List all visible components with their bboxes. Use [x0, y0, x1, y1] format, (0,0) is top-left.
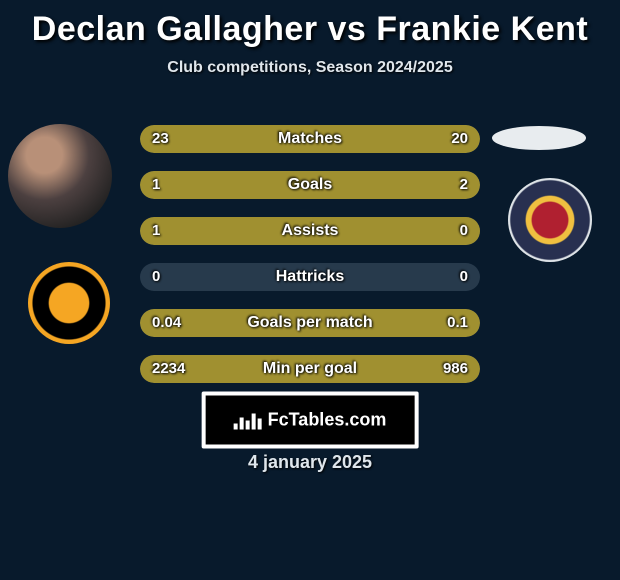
stat-label: Min per goal: [140, 355, 480, 383]
stat-label: Goals per match: [140, 309, 480, 337]
stat-row: 1Goals2: [140, 171, 480, 199]
stat-label: Goals: [140, 171, 480, 199]
stat-row: 0Hattricks0: [140, 263, 480, 291]
stat-value-right: 0.1: [447, 309, 468, 337]
subtitle: Club competitions, Season 2024/2025: [0, 59, 620, 77]
stat-row: 2234Min per goal986: [140, 355, 480, 383]
stat-label: Assists: [140, 217, 480, 245]
player1-avatar: [8, 124, 112, 228]
stat-row: 23Matches20: [140, 125, 480, 153]
player2-avatar: [492, 126, 586, 150]
stat-value-right: 2: [460, 171, 468, 199]
stat-row: 1Assists0: [140, 217, 480, 245]
chart-icon: [234, 411, 262, 429]
stat-value-right: 0: [460, 263, 468, 291]
stat-label: Matches: [140, 125, 480, 153]
player2-club-badge: [508, 178, 592, 262]
date-text: 4 january 2025: [0, 452, 620, 473]
source-badge: FcTables.com: [202, 392, 419, 449]
stats-container: 23Matches201Goals21Assists00Hattricks00.…: [140, 125, 480, 401]
stat-value-right: 20: [451, 125, 468, 153]
stat-row: 0.04Goals per match0.1: [140, 309, 480, 337]
stat-value-right: 0: [460, 217, 468, 245]
page-title: Declan Gallagher vs Frankie Kent: [0, 0, 620, 49]
stat-value-right: 986: [443, 355, 468, 383]
player1-club-badge: [28, 262, 110, 344]
stat-label: Hattricks: [140, 263, 480, 291]
source-badge-text: FcTables.com: [268, 410, 387, 431]
